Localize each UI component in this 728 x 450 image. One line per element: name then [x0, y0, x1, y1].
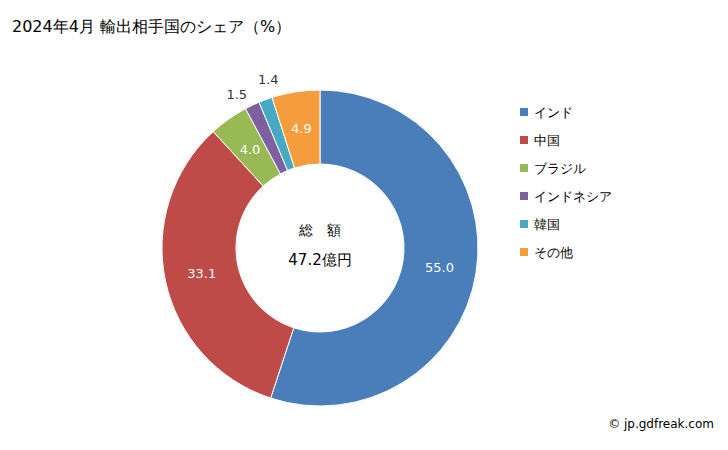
data-label: 4.0: [240, 142, 261, 157]
legend-label: 中国: [534, 133, 560, 148]
data-label: 4.9: [291, 121, 312, 136]
slice: [271, 90, 478, 406]
legend: インド中国ブラジルインドネシア韓国その他: [520, 105, 612, 260]
legend-swatch: [520, 136, 528, 144]
slice: [272, 90, 320, 168]
data-label: 33.1: [187, 266, 216, 281]
legend-swatch: [520, 108, 528, 116]
legend-swatch: [520, 220, 528, 228]
legend-swatch: [520, 248, 528, 256]
center-label: 47.2億円: [288, 251, 351, 269]
legend-label: その他: [534, 245, 573, 260]
title: 2024年4月 輸出相手国のシェア（%）: [12, 17, 291, 36]
legend-label: インドネシア: [534, 189, 612, 204]
center-label: 総 額: [298, 222, 341, 238]
legend-label: 韓国: [534, 217, 560, 232]
legend-label: インド: [534, 105, 573, 120]
source: © jp.gdfreak.com: [608, 417, 714, 431]
data-label: 55.0: [425, 260, 454, 275]
data-label: 1.4: [258, 72, 279, 87]
data-label: 1.5: [226, 87, 247, 102]
legend-swatch: [520, 164, 528, 172]
chart: 2024年4月 輸出相手国のシェア（%） 55.0 33.1 4.0 1.5 1.4 4.9…: [0, 0, 728, 450]
legend-swatch: [520, 192, 528, 200]
pie: 55.0 33.1 4.0 1.5 1.4 4.9 総 額 47.2億円: [162, 72, 478, 406]
legend-label: ブラジル: [534, 161, 586, 176]
